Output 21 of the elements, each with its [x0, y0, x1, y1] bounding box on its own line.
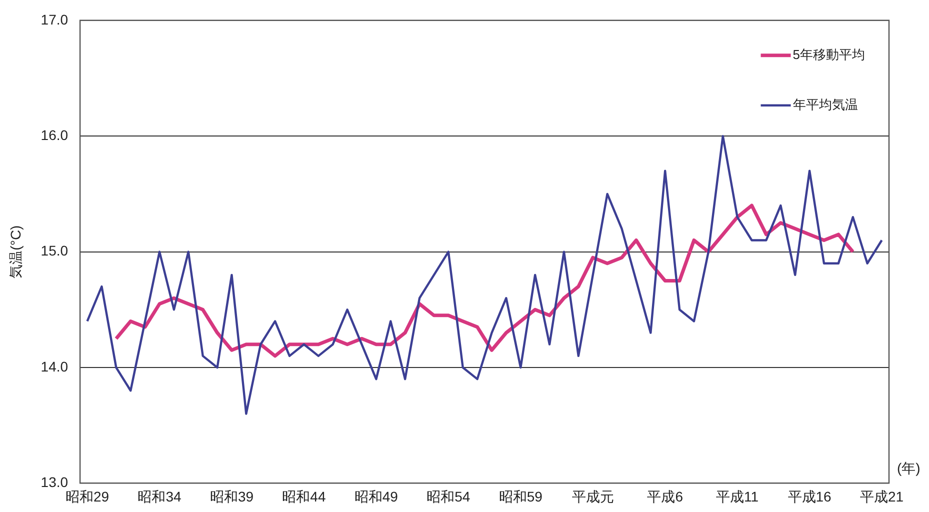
y-tick-label: 14.0	[40, 358, 68, 374]
x-tick-label: 平成11	[716, 488, 759, 504]
x-tick-label: 平成21	[860, 488, 904, 504]
legend-label: 5年移動平均	[792, 46, 866, 62]
x-tick-label: 昭和54	[426, 488, 470, 504]
x-tick-label: 昭和29	[65, 488, 110, 504]
x-tick-label: 平成元	[572, 488, 614, 504]
x-tick-label: 平成16	[788, 488, 832, 504]
x-tick-label: 昭和49	[354, 488, 398, 504]
x-tick-label: 昭和39	[210, 488, 254, 504]
y-axis-title: 気温(°C)	[7, 225, 24, 278]
y-tick-label: 15.0	[40, 242, 68, 259]
x-tick-label: 昭和44	[282, 488, 326, 504]
y-tick-label: 16.0	[40, 126, 68, 143]
x-tick-label: 昭和34	[138, 488, 182, 504]
x-tick-label: 昭和59	[498, 488, 543, 504]
x-tick-label: 平成6	[647, 488, 684, 504]
y-tick-label: 13.0	[40, 474, 68, 490]
x-axis-title: (年)	[897, 460, 920, 476]
y-tick-label: 17.0	[40, 11, 68, 28]
legend-label: 年平均気温	[792, 96, 858, 112]
